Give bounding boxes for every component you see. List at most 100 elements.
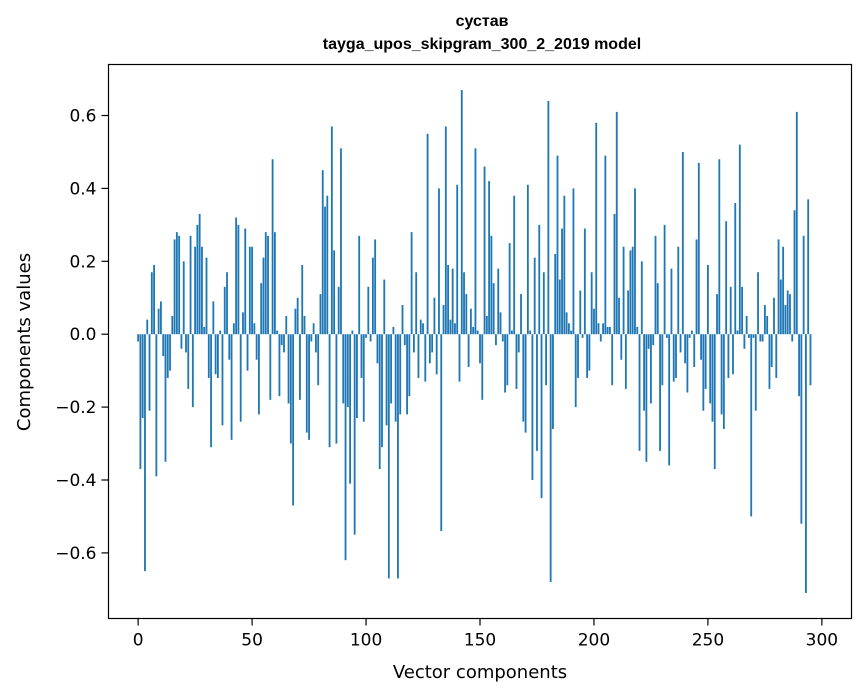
bar-series <box>137 90 812 593</box>
bar <box>748 334 750 338</box>
bar <box>294 308 297 335</box>
bar <box>752 334 755 338</box>
bar <box>665 334 668 338</box>
bar <box>709 334 712 404</box>
bar <box>262 257 265 335</box>
bar <box>449 319 452 335</box>
bar <box>759 334 762 342</box>
bar <box>757 272 759 335</box>
bar <box>511 330 513 335</box>
bar <box>768 334 771 389</box>
bar <box>750 334 753 517</box>
bar <box>734 203 737 335</box>
bar <box>629 250 632 335</box>
bar <box>223 286 226 335</box>
bar <box>611 334 614 386</box>
bar <box>219 330 222 335</box>
bar <box>431 334 434 353</box>
bar <box>260 283 263 335</box>
bar <box>235 217 238 335</box>
bar <box>565 312 568 335</box>
bar <box>722 334 725 429</box>
bar <box>390 334 393 404</box>
bar <box>166 334 169 378</box>
bar <box>802 235 805 335</box>
bar <box>394 334 397 422</box>
bar <box>670 268 673 335</box>
chart-title: сустав <box>456 13 509 30</box>
bar <box>349 334 351 484</box>
bar <box>695 239 698 335</box>
bar <box>422 323 424 335</box>
bar <box>554 254 557 335</box>
bar <box>713 334 716 470</box>
bar <box>175 232 178 335</box>
bar <box>754 334 757 411</box>
bar <box>773 297 775 335</box>
bar <box>392 326 395 335</box>
bar <box>558 279 561 335</box>
bar <box>164 334 167 462</box>
bar <box>627 290 630 335</box>
bar <box>485 315 488 335</box>
bar <box>403 334 406 346</box>
bar <box>447 264 449 335</box>
bar <box>333 250 336 335</box>
bar <box>248 246 251 335</box>
bar <box>615 111 618 335</box>
bar <box>460 90 463 335</box>
bar <box>305 334 308 433</box>
bar <box>189 235 192 335</box>
bar <box>572 188 575 335</box>
bar <box>791 334 794 342</box>
bar <box>301 264 304 335</box>
bar <box>793 210 796 335</box>
bar <box>178 235 181 335</box>
bar <box>367 286 370 335</box>
bar <box>399 334 402 415</box>
bar <box>636 326 639 335</box>
bar <box>340 148 342 335</box>
bar <box>729 286 732 335</box>
bar <box>538 224 541 335</box>
bar <box>358 235 361 335</box>
bar <box>675 334 677 378</box>
bar <box>741 286 744 335</box>
bar <box>520 294 522 335</box>
x-tick-label: 0 <box>133 631 144 651</box>
bar <box>798 334 800 397</box>
bar <box>718 159 721 335</box>
bar <box>424 334 427 382</box>
bar <box>205 257 208 335</box>
bar <box>415 272 418 335</box>
bar <box>488 181 491 335</box>
bar <box>704 334 707 389</box>
bar <box>337 286 340 335</box>
bar <box>273 232 276 335</box>
bar <box>278 334 281 397</box>
bar <box>319 294 322 335</box>
bar <box>369 334 372 342</box>
bar <box>743 334 746 349</box>
bar <box>588 334 591 371</box>
bar <box>590 272 593 335</box>
bar <box>481 334 484 400</box>
bar <box>805 334 807 593</box>
bar <box>383 279 386 335</box>
bar <box>198 213 201 335</box>
bar <box>253 323 256 335</box>
bar <box>285 315 288 335</box>
bar <box>609 326 611 335</box>
bar <box>738 144 741 335</box>
x-tick-label: 100 <box>350 631 382 651</box>
bar <box>661 334 664 386</box>
bar <box>725 221 728 335</box>
bar <box>417 334 420 378</box>
x-tick-label: 250 <box>692 631 724 651</box>
bar <box>153 264 155 335</box>
bar <box>328 334 331 448</box>
bar <box>618 297 620 335</box>
bar <box>650 334 652 404</box>
bar <box>410 232 413 335</box>
bar <box>691 330 693 335</box>
